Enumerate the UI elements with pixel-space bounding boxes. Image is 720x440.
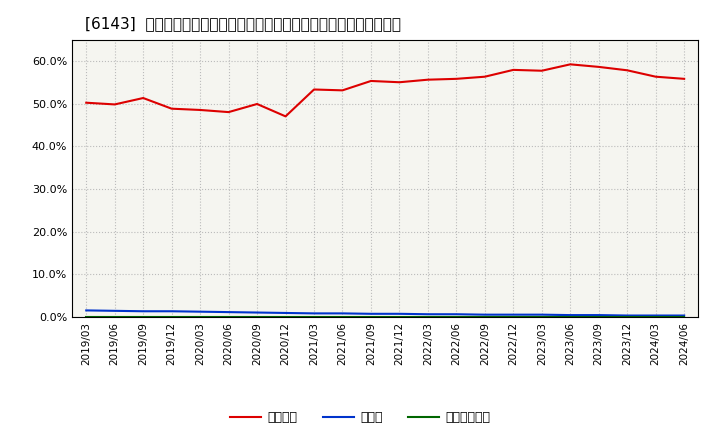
自己資本 <box>253 101 261 106</box>
繰延税金資産 <box>338 314 347 319</box>
自己資本 <box>680 76 688 81</box>
自己資本 <box>196 107 204 113</box>
のれん <box>680 313 688 318</box>
のれん <box>253 310 261 315</box>
自己資本 <box>282 114 290 119</box>
のれん <box>366 311 375 316</box>
のれん <box>623 313 631 318</box>
のれん <box>509 312 518 317</box>
のれん <box>82 308 91 313</box>
自己資本 <box>310 87 318 92</box>
繰延税金資産 <box>509 314 518 319</box>
繰延税金資産 <box>537 314 546 319</box>
Line: 自己資本: 自己資本 <box>86 64 684 116</box>
自己資本 <box>139 95 148 101</box>
のれん <box>480 312 489 317</box>
のれん <box>139 308 148 314</box>
繰延税金資産 <box>196 314 204 319</box>
繰延税金資産 <box>652 314 660 319</box>
自己資本 <box>509 67 518 73</box>
のれん <box>652 313 660 318</box>
自己資本 <box>82 100 91 105</box>
繰延税金資産 <box>395 314 404 319</box>
繰延税金資産 <box>366 314 375 319</box>
自己資本 <box>167 106 176 111</box>
繰延税金資産 <box>623 314 631 319</box>
自己資本 <box>595 64 603 70</box>
自己資本 <box>480 74 489 79</box>
自己資本 <box>366 78 375 84</box>
自己資本 <box>566 62 575 67</box>
繰延税金資産 <box>282 314 290 319</box>
のれん <box>225 309 233 315</box>
自己資本 <box>110 102 119 107</box>
繰延税金資産 <box>423 314 432 319</box>
Legend: 自己資本, のれん, 繰延税金資産: 自己資本, のれん, 繰延税金資産 <box>225 407 495 429</box>
のれん <box>196 309 204 314</box>
自己資本 <box>423 77 432 82</box>
のれん <box>452 312 461 317</box>
自己資本 <box>225 110 233 115</box>
繰延税金資産 <box>480 314 489 319</box>
自己資本 <box>395 80 404 85</box>
自己資本 <box>623 68 631 73</box>
のれん <box>595 312 603 318</box>
のれん <box>282 310 290 315</box>
Text: [6143]  自己資本、のれん、繰延税金資産の総資産に対する比率の推移: [6143] 自己資本、のれん、繰延税金資産の総資産に対する比率の推移 <box>84 16 400 32</box>
繰延税金資産 <box>167 314 176 319</box>
繰延税金資産 <box>452 314 461 319</box>
のれん <box>423 312 432 317</box>
自己資本 <box>537 68 546 73</box>
のれん <box>110 308 119 313</box>
繰延税金資産 <box>566 314 575 319</box>
繰延税金資産 <box>253 314 261 319</box>
自己資本 <box>338 88 347 93</box>
繰延税金資産 <box>139 314 148 319</box>
のれん <box>167 308 176 314</box>
繰延税金資産 <box>310 314 318 319</box>
のれん <box>566 312 575 318</box>
のれん <box>537 312 546 317</box>
Line: のれん: のれん <box>86 310 684 315</box>
のれん <box>310 311 318 316</box>
自己資本 <box>452 76 461 81</box>
のれん <box>395 311 404 316</box>
繰延税金資産 <box>595 314 603 319</box>
繰延税金資産 <box>82 314 91 319</box>
繰延税金資産 <box>110 314 119 319</box>
のれん <box>338 311 347 316</box>
繰延税金資産 <box>225 314 233 319</box>
自己資本 <box>652 74 660 79</box>
繰延税金資産 <box>680 314 688 319</box>
